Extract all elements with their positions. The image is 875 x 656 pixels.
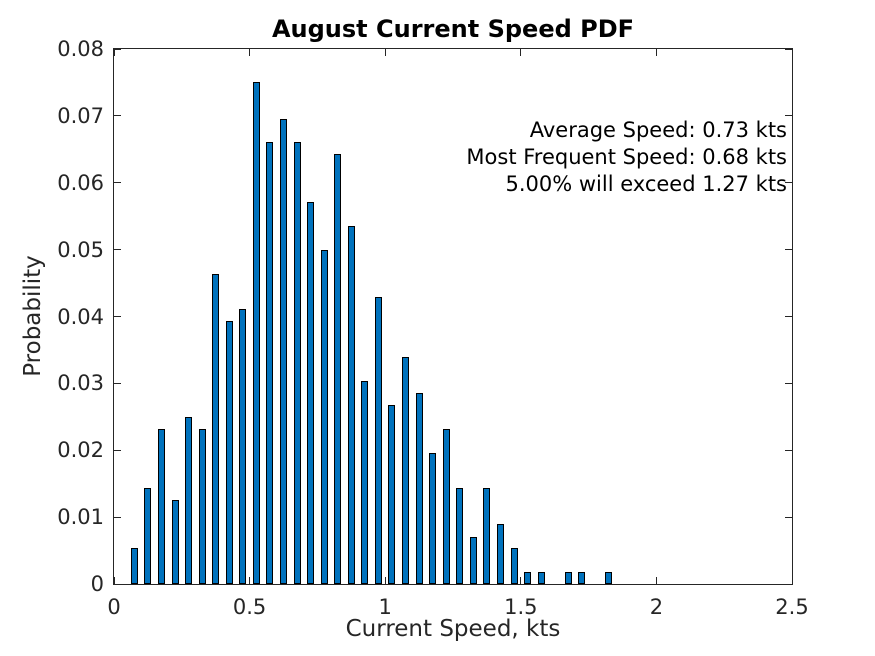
x-axis-tick [791, 49, 793, 56]
x-tick-label: 2 [649, 595, 664, 619]
x-axis-tick [655, 577, 657, 584]
y-axis-tick [785, 583, 792, 585]
histogram-bar [524, 572, 532, 584]
y-axis-tick [114, 449, 121, 451]
y-axis-tick [114, 48, 121, 50]
x-axis-tick [249, 577, 251, 584]
histogram-bar [280, 119, 287, 584]
y-tick-label: 0.08 [57, 37, 104, 61]
y-axis-tick [114, 182, 121, 184]
histogram-bar [225, 321, 233, 584]
histogram-bar [496, 524, 504, 584]
histogram-bar [456, 488, 464, 584]
x-tick-label: 1.5 [504, 595, 538, 619]
histogram-bar [564, 572, 572, 584]
y-axis-tick [785, 182, 792, 184]
histogram-bar [537, 572, 545, 584]
histogram-bar [374, 297, 382, 584]
x-axis-tick [520, 577, 522, 584]
annotation-line-average-speed: Average Speed: 0.73 kts [529, 118, 787, 142]
x-axis-tick [520, 49, 522, 56]
x-axis-tick [113, 577, 115, 584]
chart-title: August Current Speed PDF [271, 15, 635, 43]
histogram-bar [388, 405, 396, 584]
y-axis-tick [785, 316, 792, 317]
y-axis-tick [785, 382, 792, 384]
y-tick-label: 0.06 [57, 170, 104, 195]
histogram-bar [334, 154, 342, 584]
x-tick-label: 2.5 [775, 595, 809, 619]
y-tick-label: 0.03 [57, 371, 104, 396]
histogram-bar [605, 572, 613, 584]
histogram-bar [469, 537, 477, 584]
histogram-bar [239, 309, 247, 584]
y-tick-label: 0.05 [57, 237, 104, 262]
y-tick-label: 0.02 [57, 438, 104, 463]
x-axis-tick [791, 577, 793, 584]
y-axis-tick [785, 516, 792, 518]
histogram-bar [510, 548, 518, 584]
y-tick-label: 0.07 [57, 103, 104, 128]
x-axis-tick [113, 49, 115, 56]
y-axis-tick [114, 583, 121, 585]
histogram-bar [578, 572, 586, 584]
histogram-bar [171, 500, 179, 584]
histogram-bar [347, 226, 355, 584]
x-axis-tick [655, 49, 657, 56]
histogram-bar [320, 250, 328, 584]
histogram-bar [252, 82, 260, 584]
y-tick-label: 0.01 [57, 505, 104, 530]
histogram-bar [361, 381, 369, 584]
histogram-bar [402, 357, 410, 584]
x-tick-label: 1 [378, 595, 392, 619]
y-axis-tick [114, 382, 121, 384]
histogram-bar [157, 429, 165, 584]
x-tick-label: 0.5 [232, 595, 267, 619]
x-axis-tick [249, 49, 251, 56]
y-axis-tick [114, 249, 121, 251]
y-tick-label: 0 [90, 572, 104, 596]
y-axis-tick [114, 516, 121, 518]
histogram-bar [415, 393, 423, 584]
histogram-bar [442, 429, 450, 584]
annotation-line-exceedance: 5.00% will exceed 1.27 kts [505, 172, 787, 196]
histogram-bar [266, 142, 274, 584]
y-axis-tick [785, 449, 792, 451]
annotation-line-most-frequent-speed: Most Frequent Speed: 0.68 kts [466, 145, 787, 169]
histogram-bar [429, 453, 437, 584]
histogram-bar [185, 417, 193, 584]
x-axis-label: Current Speed, kts [345, 616, 561, 642]
x-axis-tick [384, 49, 386, 56]
plot-area [113, 48, 793, 585]
histogram-bar [198, 429, 206, 584]
y-tick-label: 0.04 [57, 304, 104, 329]
y-axis-tick [114, 316, 121, 317]
histogram-bar [212, 274, 220, 584]
y-axis-tick [114, 115, 121, 117]
stats-annotation: Average Speed: 0.73 kts Most Frequent Sp… [466, 117, 787, 198]
histogram-bar [130, 548, 138, 584]
y-axis-tick [785, 115, 792, 117]
x-tick-label: 0 [107, 595, 121, 619]
histogram-bar [293, 142, 301, 584]
y-axis-tick [785, 249, 792, 251]
x-axis-tick [384, 577, 386, 584]
y-axis-tick [785, 48, 792, 50]
histogram-bar [483, 488, 491, 584]
histogram-bar [144, 488, 152, 584]
histogram-bar [307, 202, 315, 584]
